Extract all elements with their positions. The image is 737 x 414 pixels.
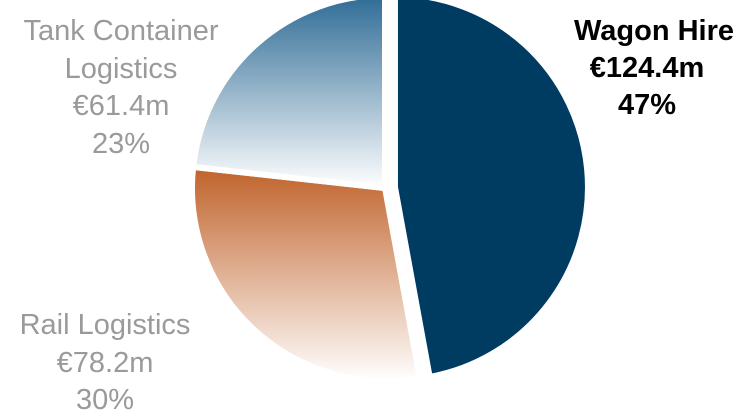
slice-label-wagon-hire-name: Wagon Hire [574, 15, 734, 47]
pie-labels: Wagon Hire €124.4m 47% Tank Container Lo… [20, 15, 734, 414]
slice-label-wagon-hire-percent: 47% [618, 89, 676, 121]
slice-label-wagon-hire-value: €124.4m [590, 52, 705, 84]
pie-slices [189, 0, 591, 384]
pie-slice-rail-logistics [189, 163, 424, 384]
slice-label-tank-container-value: €61.4m [73, 90, 170, 122]
slice-label-rail-logistics-value: €78.2m [57, 347, 154, 379]
pie-slice-tank-container-logistics [189, 0, 388, 192]
slice-label-rail-logistics-name: Rail Logistics [20, 309, 191, 341]
slice-label-tank-container-name-line2: Logistics [65, 53, 178, 85]
slice-label-tank-container-percent: 23% [92, 128, 150, 160]
pie-slice-wagon-hire [391, 0, 591, 381]
slice-label-tank-container-name-line1: Tank Container [23, 15, 218, 47]
slice-label-rail-logistics-percent: 30% [76, 384, 134, 414]
